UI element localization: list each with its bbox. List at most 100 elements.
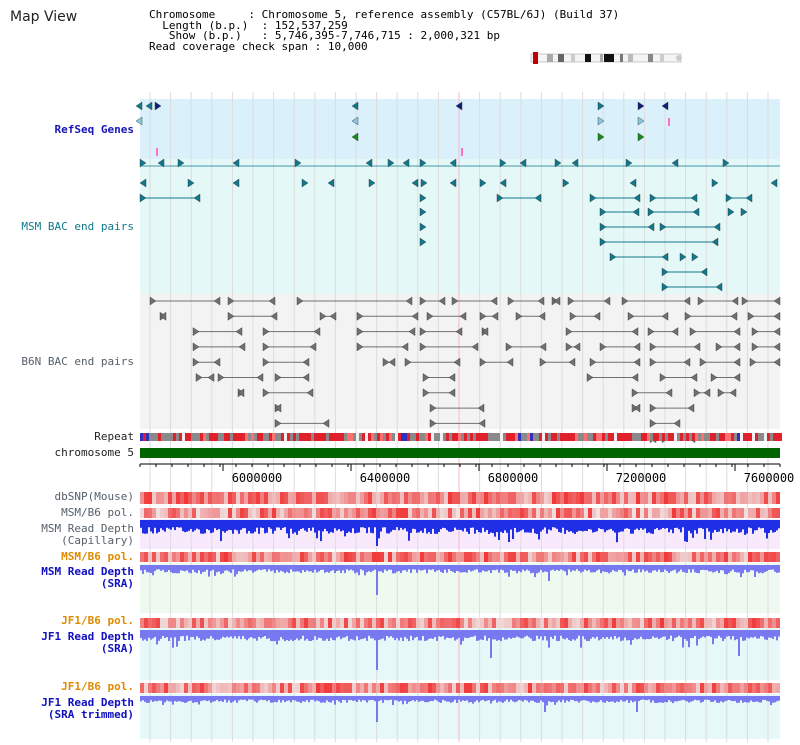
dbsnp-cell [712, 492, 716, 504]
jf1-trim-depth-bar [452, 696, 454, 702]
msm-b6-pol-cell [676, 508, 680, 518]
track-label-chromosome[interactable]: chromosome 5 [54, 446, 134, 459]
msm-bac-end [157, 158, 165, 168]
jf1-trim-depth-bar [602, 696, 604, 703]
jf1-trim-depth-bar [442, 696, 444, 700]
msm-sra-depth-bar [656, 565, 658, 572]
track-label-refseq-genes[interactable]: RefSeq Genes [54, 123, 134, 136]
capillary-depth-bar [484, 520, 486, 532]
capillary-depth-bar [450, 520, 452, 532]
capillary-depth-bar [174, 520, 176, 531]
jf1-trim-depth-bar [634, 696, 636, 702]
msm-sra-depth-bar [660, 565, 662, 573]
b6n-bac-pair-end [309, 342, 317, 352]
msm-b6-pol-cell [220, 508, 224, 518]
capillary-depth-bar [200, 520, 202, 534]
repeat-element [761, 433, 764, 441]
jf1-sra-depth-bar [492, 630, 494, 640]
msm-b6-pol-cell [476, 508, 480, 518]
msm-sra-depth-bar [142, 565, 144, 574]
capillary-depth-bar [684, 520, 686, 542]
jf1-trim-depth-bar [338, 696, 340, 702]
jf1-b6-pol-cell [648, 618, 652, 628]
jf1-trim-depth-bar [642, 696, 644, 700]
jf1-b6-pol-cell [256, 683, 260, 693]
msm-sra-depth-bar [740, 565, 742, 578]
jf1-trim-depth-bar [210, 696, 212, 703]
track-label-jf1-depth-sra[interactable]: JF1 Read Depth (SRA) [41, 630, 134, 655]
msm-b6-pol-cell [728, 552, 732, 562]
repeat-element [419, 433, 422, 441]
jf1-b6-pol-cell [248, 683, 252, 693]
jf1-b6-pol-cell [468, 618, 472, 628]
capillary-depth-bar [718, 520, 720, 532]
capillary-depth-bar [210, 520, 212, 534]
jf1-b6-pol-cell [324, 683, 328, 693]
msm-sra-depth-bar [738, 565, 740, 573]
track-label-msm-depth-capillary[interactable]: MSM Read Depth (Capillary) [41, 522, 134, 547]
msm-sra-depth-bar [242, 565, 244, 572]
track-label-msm-b6-pol[interactable]: MSM/B6 pol. [61, 506, 134, 519]
jf1-b6-pol-cell [316, 683, 320, 693]
jf1-sra-depth-bar [526, 630, 528, 636]
repeat-element [176, 433, 179, 441]
capillary-depth-bar [346, 520, 348, 534]
track-label-msm-depth-sra[interactable]: MSM Read Depth (SRA) [41, 565, 134, 590]
track-label-b6n-bac[interactable]: B6N BAC end pairs [21, 355, 134, 368]
jf1-trim-depth-bar [206, 696, 208, 702]
msm-sra-depth-bar [566, 565, 568, 576]
msm-bac-end [499, 178, 507, 188]
dbsnp-cell [504, 492, 508, 504]
msm-sra-depth-bar [532, 565, 534, 573]
capillary-depth-bar [314, 520, 316, 533]
msm-sra-depth-bar [600, 565, 602, 574]
jf1-trim-depth-bar [386, 696, 388, 701]
jf1-sra-depth-bar [674, 630, 676, 638]
msm-sra-depth-bar [548, 565, 550, 581]
jf1-sra-depth-bar [340, 630, 342, 640]
jf1-b6-pol-cell [580, 683, 584, 693]
track-label-jf1-depth-trimmed[interactable]: JF1 Read Depth (SRA trimmed) [41, 696, 134, 721]
msm-b6-pol-cell [584, 508, 588, 518]
msm-sra-depth-bar [746, 565, 748, 573]
capillary-depth-bar [642, 520, 644, 530]
msm-b6-pol-cell [756, 552, 760, 562]
jf1-trim-depth-bar [204, 696, 206, 701]
track-label-jf1-b6-pol[interactable]: JF1/B6 pol. [61, 614, 134, 627]
msm-b6-pol-cell [660, 552, 664, 562]
b6n-bac-pair-end [687, 403, 695, 413]
jf1-b6-pol-cell [308, 683, 312, 693]
jf1-trim-depth-bar [242, 696, 244, 700]
track-label-jf1-b6-pol-2[interactable]: JF1/B6 pol. [61, 680, 134, 693]
jf1-sra-depth-bar [378, 630, 380, 641]
track-label-repeat[interactable]: Repeat [94, 430, 134, 443]
capillary-depth-bar [374, 520, 376, 528]
jf1-sra-depth-bar [316, 630, 318, 640]
track-label-msm-bac[interactable]: MSM BAC end pairs [21, 220, 134, 233]
repeat-element [521, 433, 524, 441]
jf1-sra-depth-bar [164, 630, 166, 639]
jf1-sra-depth-bar [410, 630, 412, 636]
repeat-element [557, 433, 560, 441]
jf1-sra-depth-bar [534, 630, 536, 641]
chromosome-ideogram[interactable] [530, 52, 682, 64]
track-label-msm-b6-pol-2[interactable]: MSM/B6 pol. [61, 550, 134, 563]
jf1-sra-depth-bar [472, 630, 474, 637]
msm-b6-pol-cell [480, 552, 484, 562]
jf1-trim-depth-bar [678, 696, 680, 701]
capillary-depth-bar [770, 520, 772, 531]
repeat-element [542, 433, 545, 441]
repeat-element [473, 433, 476, 441]
msm-sra-depth-bar [168, 565, 170, 571]
jf1-sra-depth-bar [194, 630, 196, 640]
dbsnp-cell [556, 492, 560, 504]
msm-b6-pol-cell [284, 508, 288, 518]
jf1-b6-pol-cell [672, 618, 676, 628]
jf1-b6-pol-cell [444, 618, 448, 628]
b6n-bac-pair-start [589, 357, 597, 367]
track-label-dbsnp[interactable]: dbSNP(Mouse) [54, 490, 134, 503]
b6n-bac-pair-end [388, 357, 396, 367]
msm-sra-depth-bar [244, 565, 246, 570]
repeat-element [665, 433, 668, 441]
jf1-sra-depth-bar [264, 630, 266, 636]
